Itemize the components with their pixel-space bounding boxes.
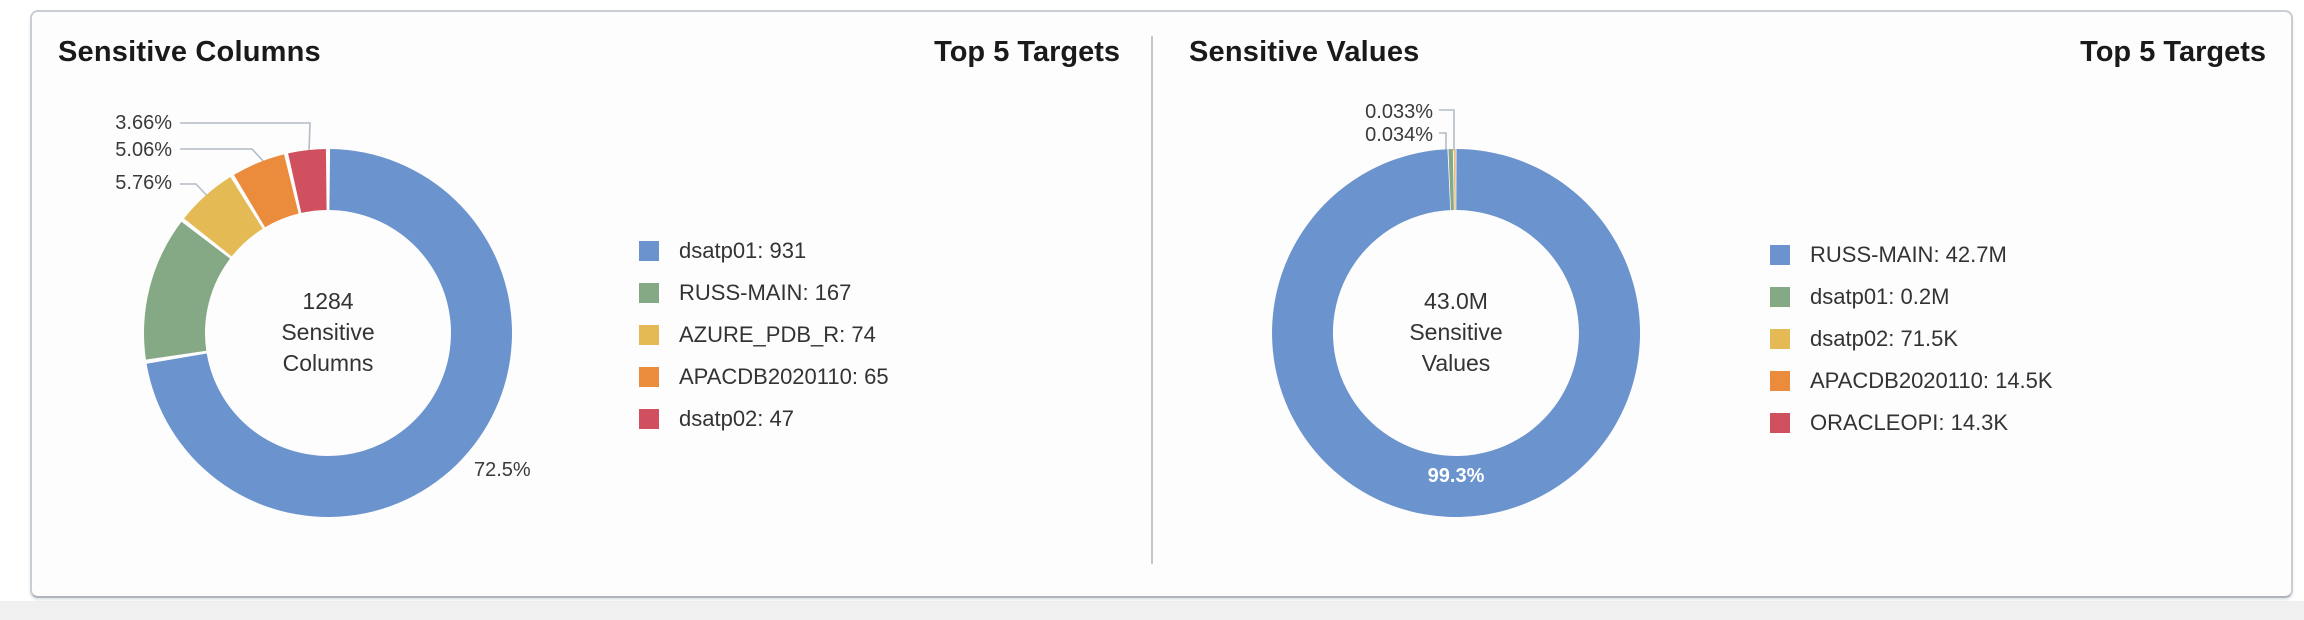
page-background-strip [0, 601, 2304, 620]
donut-slice-RUSS-MAIN[interactable] [1272, 149, 1641, 517]
slice-callout-label: 0.034% [1365, 124, 1433, 146]
legend-swatch [1770, 245, 1790, 265]
callout-line [1439, 109, 1455, 151]
center-caption-line2: Columns [282, 350, 374, 376]
panel-divider [1151, 36, 1153, 564]
legend-item[interactable]: ORACLEOPI: 14.3K [1770, 410, 2053, 435]
panel-title-sensitive-columns: Sensitive Columns [58, 36, 321, 68]
legend-item[interactable]: AZURE_PDB_R: 74 [639, 322, 889, 347]
chart-legend: RUSS-MAIN: 42.7M dsatp01: 0.2M dsatp02: … [1770, 242, 2053, 454]
legend-swatch [639, 409, 659, 429]
callout-line [1439, 132, 1447, 152]
panel-subtitle-top5-targets: Top 5 Targets [2080, 36, 2266, 68]
legend-swatch [639, 283, 659, 303]
slice-callout-label: 0.033% [1365, 101, 1433, 123]
legend-swatch [1770, 329, 1790, 349]
center-total: 1284 [302, 288, 354, 314]
donut-slice-APACDB2020110[interactable] [233, 154, 299, 228]
sensitive-columns-donut-chart[interactable] [32, 12, 1151, 596]
center-caption-line2: Values [1421, 350, 1491, 376]
donut-center-label: 1284 Sensitive Columns [178, 286, 478, 379]
donut-slices [144, 149, 513, 517]
legend-label: APACDB2020110: 14.5K [1810, 368, 2053, 393]
donut-center-label: 43.0M Sensitive Values [1306, 286, 1606, 379]
legend-label: RUSS-MAIN: 167 [679, 280, 852, 305]
legend-swatch [1770, 413, 1790, 433]
legend-swatch [639, 241, 659, 261]
legend-item[interactable]: RUSS-MAIN: 42.7M [1770, 242, 2053, 267]
legend-swatch [1770, 287, 1790, 307]
legend-item[interactable]: dsatp01: 931 [639, 238, 889, 263]
primary-slice-percent-label: 72.5% [474, 459, 531, 481]
callout-line [180, 122, 311, 153]
legend-item[interactable]: dsatp02: 71.5K [1770, 326, 2053, 351]
legend-swatch [639, 367, 659, 387]
top-5-targets-card: Sensitive Columns Top 5 Targets 3.66% 5.… [30, 10, 2293, 598]
donut-slice-dsatp02[interactable] [1453, 149, 1456, 211]
panel-title-sensitive-values: Sensitive Values [1189, 36, 1420, 68]
slice-callout-label: 5.76% [115, 172, 172, 194]
donut-slice-dsatp01[interactable] [146, 149, 513, 517]
donut-slice-RUSS-MAIN[interactable] [144, 221, 231, 360]
panel-subtitle-top5-targets: Top 5 Targets [934, 36, 1120, 68]
legend-item[interactable]: RUSS-MAIN: 167 [639, 280, 889, 305]
donut-slice-dsatp02[interactable] [288, 149, 327, 213]
slice-callout-label: 3.66% [115, 112, 172, 134]
sensitive-values-donut-chart[interactable] [1153, 12, 2291, 596]
chart-legend: dsatp01: 931 RUSS-MAIN: 167 AZURE_PDB_R:… [639, 238, 889, 450]
legend-label: dsatp01: 931 [679, 238, 807, 263]
center-total: 43.0M [1424, 288, 1488, 314]
sensitive-columns-panel: Sensitive Columns Top 5 Targets 3.66% 5.… [32, 12, 1151, 596]
slice-callout-label: 5.06% [115, 139, 172, 161]
legend-item[interactable]: dsatp01: 0.2M [1770, 284, 2053, 309]
donut-slices [1272, 148, 1641, 517]
primary-slice-percent-label: 99.3% [1427, 465, 1485, 487]
callout-line [180, 148, 265, 163]
legend-label: dsatp02: 71.5K [1810, 326, 1959, 351]
center-caption-line1: Sensitive [281, 319, 375, 345]
legend-item[interactable]: APACDB2020110: 65 [639, 364, 889, 389]
donut-slice-dsatp01[interactable] [1448, 149, 1454, 211]
legend-label: AZURE_PDB_R: 74 [679, 322, 876, 347]
center-caption-line1: Sensitive [1409, 319, 1503, 345]
legend-label: RUSS-MAIN: 42.7M [1810, 242, 2007, 267]
legend-label: dsatp01: 0.2M [1810, 284, 1950, 309]
legend-label: ORACLEOPI: 14.3K [1810, 410, 2009, 435]
donut-slice-AZURE_PDB_R[interactable] [184, 177, 263, 257]
sensitive-values-panel: Sensitive Values Top 5 Targets 0.033% 0.… [1153, 12, 2291, 596]
legend-swatch [1770, 371, 1790, 391]
legend-item[interactable]: APACDB2020110: 14.5K [1770, 368, 2053, 393]
legend-label: APACDB2020110: 65 [679, 364, 889, 389]
legend-label: dsatp02: 47 [679, 406, 794, 431]
legend-swatch [639, 325, 659, 345]
legend-item[interactable]: dsatp02: 47 [639, 406, 889, 431]
